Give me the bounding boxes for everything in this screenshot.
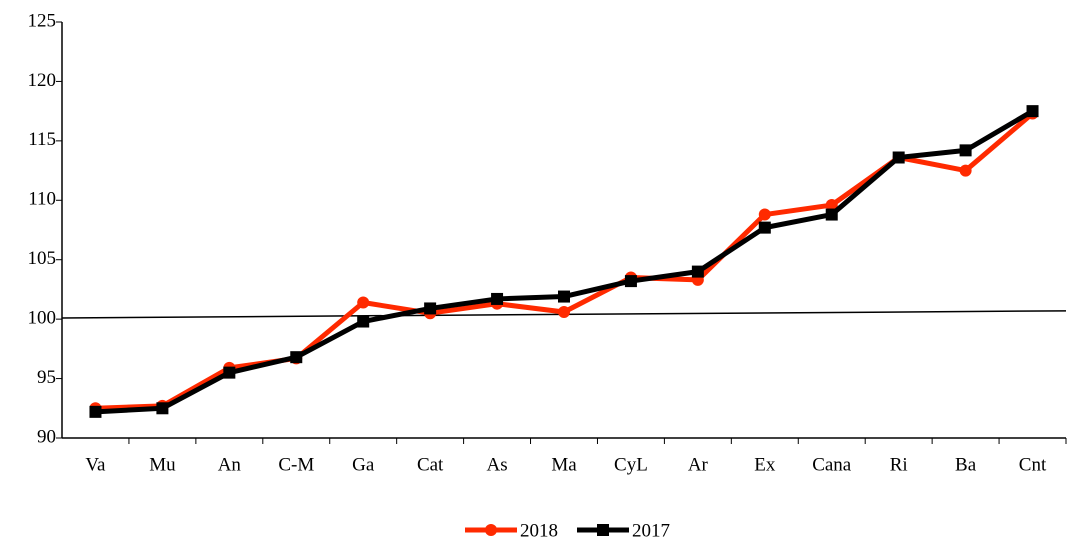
series-line	[95, 111, 1035, 411]
point	[357, 296, 370, 309]
x-tick-label: An	[218, 454, 242, 475]
x-tick-label: CyL	[614, 454, 648, 475]
x-tick-label: Ar	[688, 454, 709, 475]
y-tick-label: 125	[28, 10, 57, 31]
x-tick-label: Mu	[149, 454, 176, 475]
point	[424, 302, 437, 315]
x-tick-label: Va	[85, 454, 106, 475]
legend-marker	[597, 524, 609, 536]
legend-label: 2018	[520, 520, 558, 541]
y-tick-label: 110	[28, 189, 56, 210]
y-tick-label: 105	[28, 248, 57, 269]
point	[89, 405, 102, 418]
point	[223, 366, 236, 379]
x-tick-label: Ma	[551, 454, 577, 475]
x-tick-label: C-M	[278, 454, 314, 475]
y-tick-label: 120	[28, 70, 57, 91]
y-tick-label: 95	[37, 367, 56, 388]
y-tick-label: 100	[28, 308, 57, 329]
x-tick-label: Cana	[812, 454, 852, 475]
point	[357, 315, 370, 328]
legend-label: 2017	[632, 520, 670, 541]
point	[959, 164, 972, 177]
x-tick-label: Ex	[754, 454, 776, 475]
point	[156, 402, 169, 415]
point	[892, 151, 905, 164]
x-tick-label: Ba	[955, 454, 977, 475]
legend-marker	[485, 524, 497, 536]
point	[491, 292, 504, 305]
point	[558, 290, 570, 303]
y-tick-label: 115	[28, 129, 56, 150]
point	[758, 208, 771, 221]
point	[1026, 105, 1039, 118]
x-tick-label: Cat	[417, 454, 444, 475]
point	[825, 208, 838, 221]
y-tick-label: 90	[37, 426, 56, 447]
point	[758, 221, 771, 234]
point	[825, 199, 838, 212]
x-tick-label: As	[487, 454, 508, 475]
x-tick-label: Ri	[890, 454, 908, 475]
point	[959, 144, 972, 157]
point	[290, 351, 303, 364]
x-tick-label: Cnt	[1019, 454, 1047, 475]
point	[624, 275, 637, 288]
x-tick-label: Ga	[352, 454, 375, 475]
point	[558, 306, 570, 319]
point	[691, 265, 704, 278]
